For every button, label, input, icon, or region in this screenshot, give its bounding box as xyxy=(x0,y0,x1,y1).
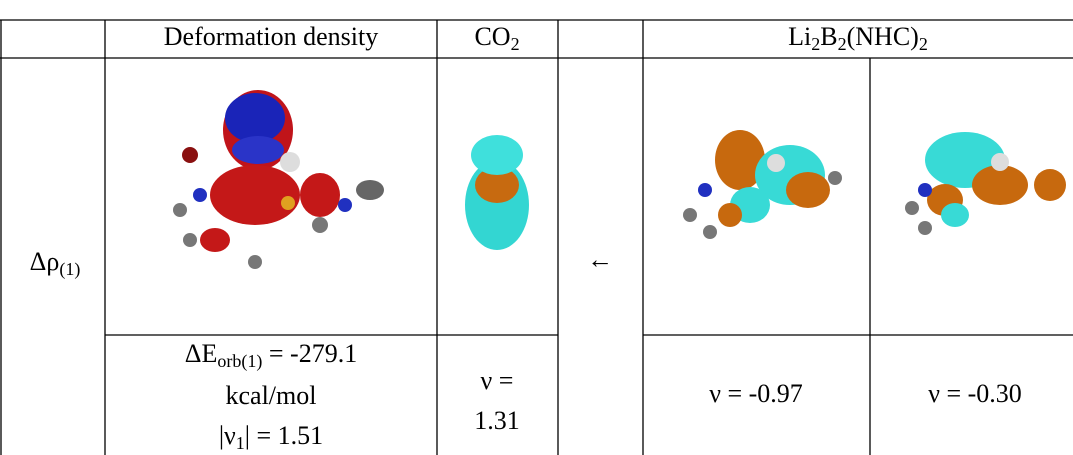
subscript: 2 xyxy=(511,34,520,54)
eigenvalue: ν = -0.30 xyxy=(928,379,1022,408)
arrow: ← xyxy=(587,245,613,274)
subscript: 2 xyxy=(838,34,847,54)
text-segment: Li xyxy=(788,22,811,51)
row-label: Δρ(1) xyxy=(30,247,81,280)
eigenvalue: 1.31 xyxy=(474,406,520,435)
orbital-image-1 xyxy=(683,130,842,239)
column-header: Li2B2(NHC)2 xyxy=(788,22,928,54)
eigenvalue: ν = -0.97 xyxy=(709,379,803,408)
text-segment: (NHC) xyxy=(847,22,919,51)
deformation-density-image xyxy=(173,90,384,269)
text-segment: | = 1.51 xyxy=(245,421,323,450)
orbital-energy-unit: kcal/mol xyxy=(226,381,317,410)
text-segment: = -279.1 xyxy=(262,339,357,368)
column-header: Deformation density xyxy=(164,22,378,51)
subscript: (1) xyxy=(59,259,80,280)
co2-image xyxy=(465,135,529,250)
orbital-energy: ΔEorb(1) = -279.1 xyxy=(185,339,357,372)
text-segment: CO xyxy=(474,22,510,51)
column-header: CO2 xyxy=(474,22,519,54)
orbital-image-2 xyxy=(905,132,1066,235)
subscript: 1 xyxy=(236,433,245,453)
subscript: orb(1) xyxy=(217,351,262,372)
text-segment: B xyxy=(820,22,837,51)
text-segment: Δρ xyxy=(30,247,60,276)
subscript: 2 xyxy=(811,34,820,54)
table: Deformation densityCO2Li2B2(NHC)2Δρ(1)←Δ… xyxy=(0,0,1073,455)
subscript: 2 xyxy=(919,34,928,54)
text-segment: ΔE xyxy=(185,339,218,368)
table-borders xyxy=(0,20,1073,455)
eigenvalue: ν = xyxy=(481,366,514,395)
eigenvalue: |ν1| = 1.51 xyxy=(219,421,323,453)
text-segment: |ν xyxy=(219,421,236,450)
